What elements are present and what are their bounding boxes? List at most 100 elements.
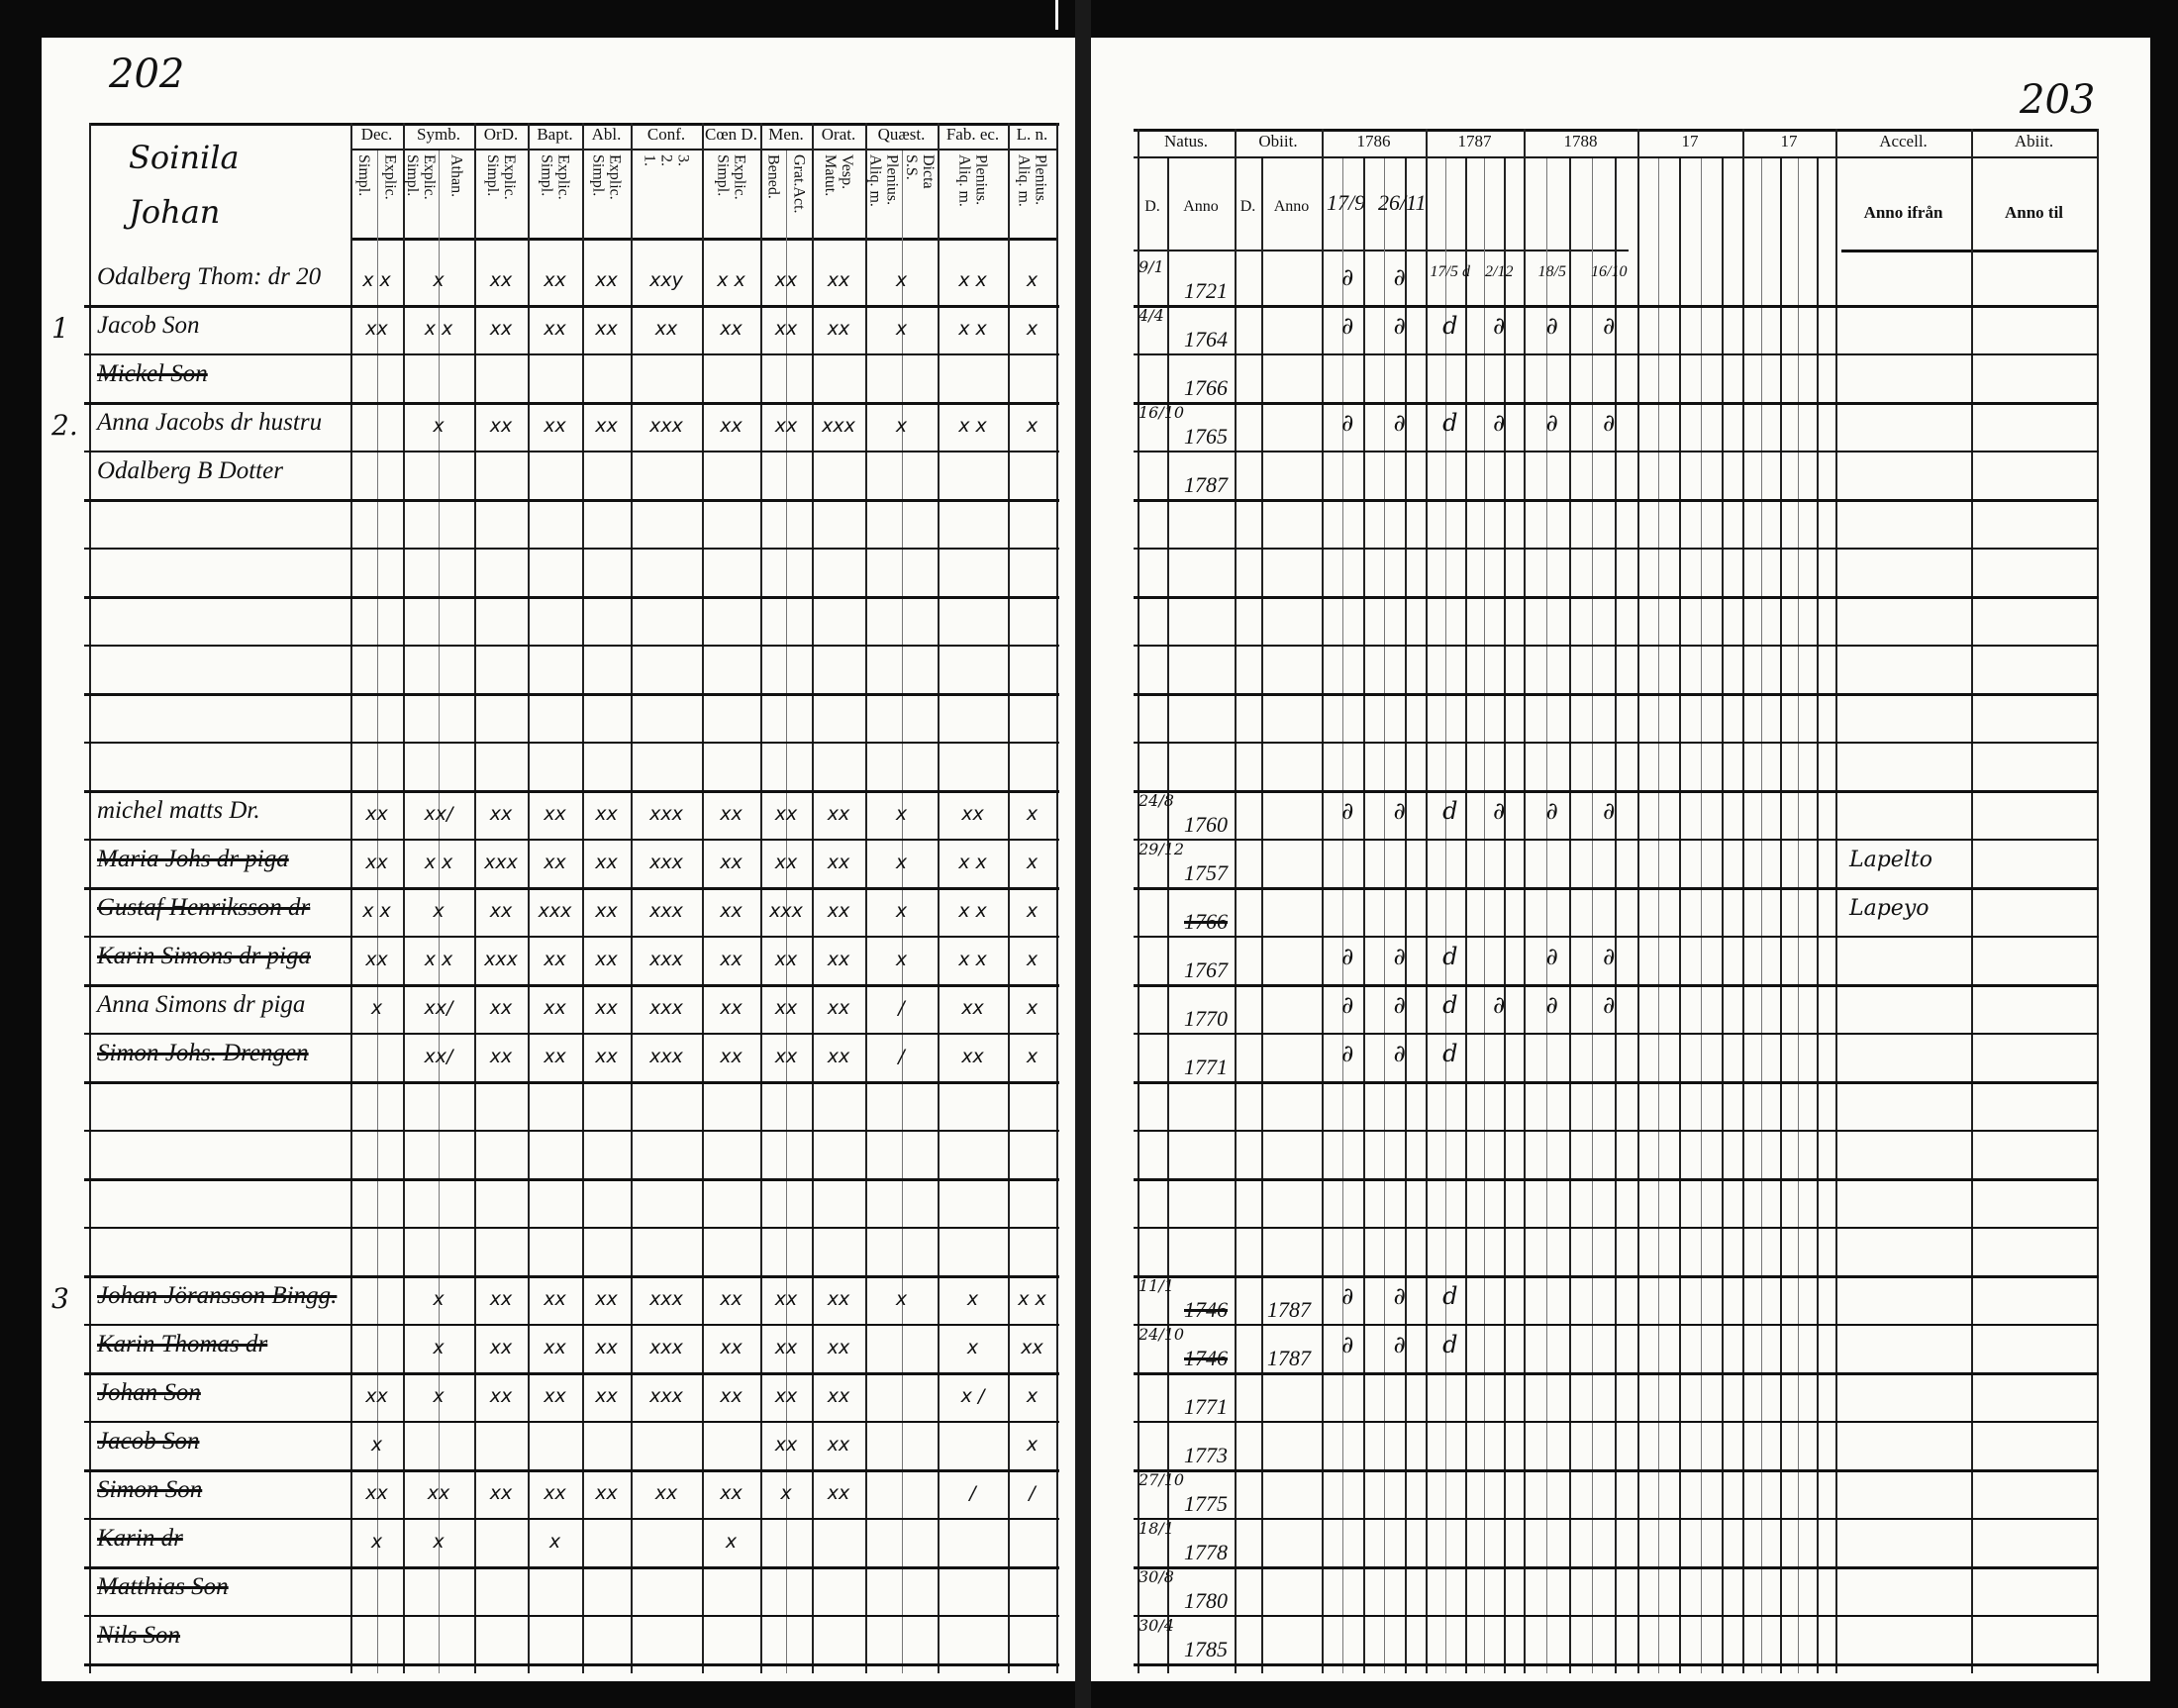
column-rule (1637, 129, 1639, 1673)
catechism-mark: x (433, 1337, 445, 1358)
person-name: Simon Johs. Drengen (97, 1040, 309, 1066)
birth-year: 1770 (1184, 1006, 1228, 1031)
year-subcolumn-rule (1342, 158, 1343, 1673)
year-subcolumn-rule (1444, 158, 1446, 1673)
column-subheader: Explic. Simpl. (538, 154, 572, 200)
catechism-mark: xx (774, 852, 798, 873)
catechism-mark: xx (365, 803, 388, 825)
row-rule (84, 1566, 1059, 1569)
header-name-1: Soinila (129, 139, 240, 176)
year-subcolumn-rule (1504, 158, 1507, 1673)
catechism-mark: x (433, 415, 445, 437)
catechism-mark: xx (961, 997, 984, 1019)
column-rule (1235, 129, 1237, 1673)
column-header-5: Conf. (646, 125, 686, 144)
examination-mark: d (1442, 797, 1458, 825)
examination-mark: ∂ (1393, 1282, 1406, 1310)
accell-rule (1841, 250, 2099, 252)
column-subheader: Explic. Simpl. (484, 154, 518, 200)
examination-mark: ∂ (1545, 991, 1558, 1019)
column-rule (631, 123, 633, 1673)
catechism-mark: x (433, 900, 445, 922)
catechism-mark: x (966, 1337, 979, 1358)
birth-year: 1771 (1184, 1055, 1228, 1079)
year-subcolumn-rule (1817, 158, 1820, 1673)
person-name: Jacob Son (97, 1428, 200, 1455)
catechism-mark: xx (774, 1288, 798, 1310)
year-subcolumn-rule (1363, 158, 1365, 1673)
catechism-mark: x (1026, 1385, 1039, 1407)
person-name: Odalberg Thom: dr 20 (97, 263, 322, 290)
birth-year: 1766 (1184, 909, 1228, 934)
page-number-right: 203 (2020, 77, 2096, 123)
birth-year: 1785 (1184, 1637, 1228, 1661)
examination-mark: d (1442, 943, 1458, 970)
catechism-mark: x (433, 1531, 445, 1553)
row-rule (1134, 839, 2099, 841)
catechism-mark: xx (774, 803, 798, 825)
column-header-3: Bapt. (537, 125, 573, 144)
column-rule (1835, 129, 1837, 1673)
birth-year: 1746 (1184, 1346, 1228, 1370)
person-name: Mickel Son (97, 360, 208, 387)
column-subheader: Explic. Simpl. (589, 154, 624, 200)
column-rule (2097, 129, 2099, 1673)
catechism-mark: xx (544, 997, 566, 1019)
subcolumn-rule (376, 151, 378, 1673)
examination-mark: ∂ (1603, 312, 1616, 340)
column-header-0: Dec. (360, 125, 393, 144)
row-rule (84, 645, 1059, 647)
person-name: Jacob Son (97, 312, 200, 339)
row-rule (1134, 1227, 2099, 1229)
row-rule (1134, 1033, 2099, 1035)
header-sub-rule (1134, 156, 2099, 158)
examination-mark: ∂ (1493, 312, 1506, 340)
examination-mark: d (1442, 312, 1458, 340)
catechism-mark: x (1026, 949, 1039, 970)
column-rule (812, 123, 814, 1673)
row-rule (84, 1130, 1059, 1132)
catechism-mark: xx (720, 949, 742, 970)
birth-day: 30/4 (1138, 1616, 1174, 1635)
row-rule (1134, 596, 2099, 599)
header-rule (89, 123, 1059, 126)
catechism-mark: x (370, 1531, 383, 1553)
person-name: Johan Jöransson Bingg. (97, 1282, 338, 1309)
birth-day: 18/1 (1138, 1519, 1174, 1538)
catechism-mark: xx (774, 1337, 798, 1358)
catechism-mark: xx (827, 852, 850, 873)
catechism-mark: xx (489, 269, 513, 291)
catechism-mark: x (895, 852, 908, 873)
catechism-mark: x (1026, 852, 1039, 873)
year-date-1: 17/9 (1327, 190, 1366, 215)
catechism-mark: xx (489, 1337, 513, 1358)
column-header-obiit: Obiit. (1258, 132, 1298, 151)
person-name: Simon Son (97, 1476, 203, 1503)
row-rule (1134, 1178, 2099, 1181)
catechism-mark: xx (774, 1434, 798, 1456)
examination-mark: ∂ (1603, 409, 1616, 437)
catechism-mark: xx (720, 852, 742, 873)
examination-mark: ∂ (1341, 409, 1354, 437)
year-date-2: 26/11 (1378, 190, 1427, 215)
column-header-year: 1787 (1457, 132, 1492, 151)
catechism-mark: xx (774, 415, 798, 437)
column-subheader: Simpl. (354, 154, 372, 197)
column-rule (1322, 129, 1324, 1673)
column-subheader: Explic. (381, 154, 399, 200)
catechism-mark: xxy (649, 269, 683, 291)
catechism-mark: xx (544, 1482, 566, 1504)
catechism-mark: xx (720, 1337, 742, 1358)
column-subheader: Plenius. Aliq. m. (866, 154, 901, 207)
catechism-mark: xx (595, 1482, 618, 1504)
catechism-mark: xxx (649, 1337, 683, 1358)
birth-day: 27/10 (1138, 1470, 1185, 1489)
catechism-mark: x (895, 269, 908, 291)
catechism-mark: xx (720, 900, 742, 922)
column-rule (1008, 123, 1010, 1673)
person-name: Matthias Son (97, 1573, 229, 1600)
catechism-mark: xx (720, 997, 742, 1019)
catechism-mark: x x (424, 318, 453, 340)
catechism-mark: xx (827, 1288, 850, 1310)
column-rule (1524, 129, 1526, 1673)
